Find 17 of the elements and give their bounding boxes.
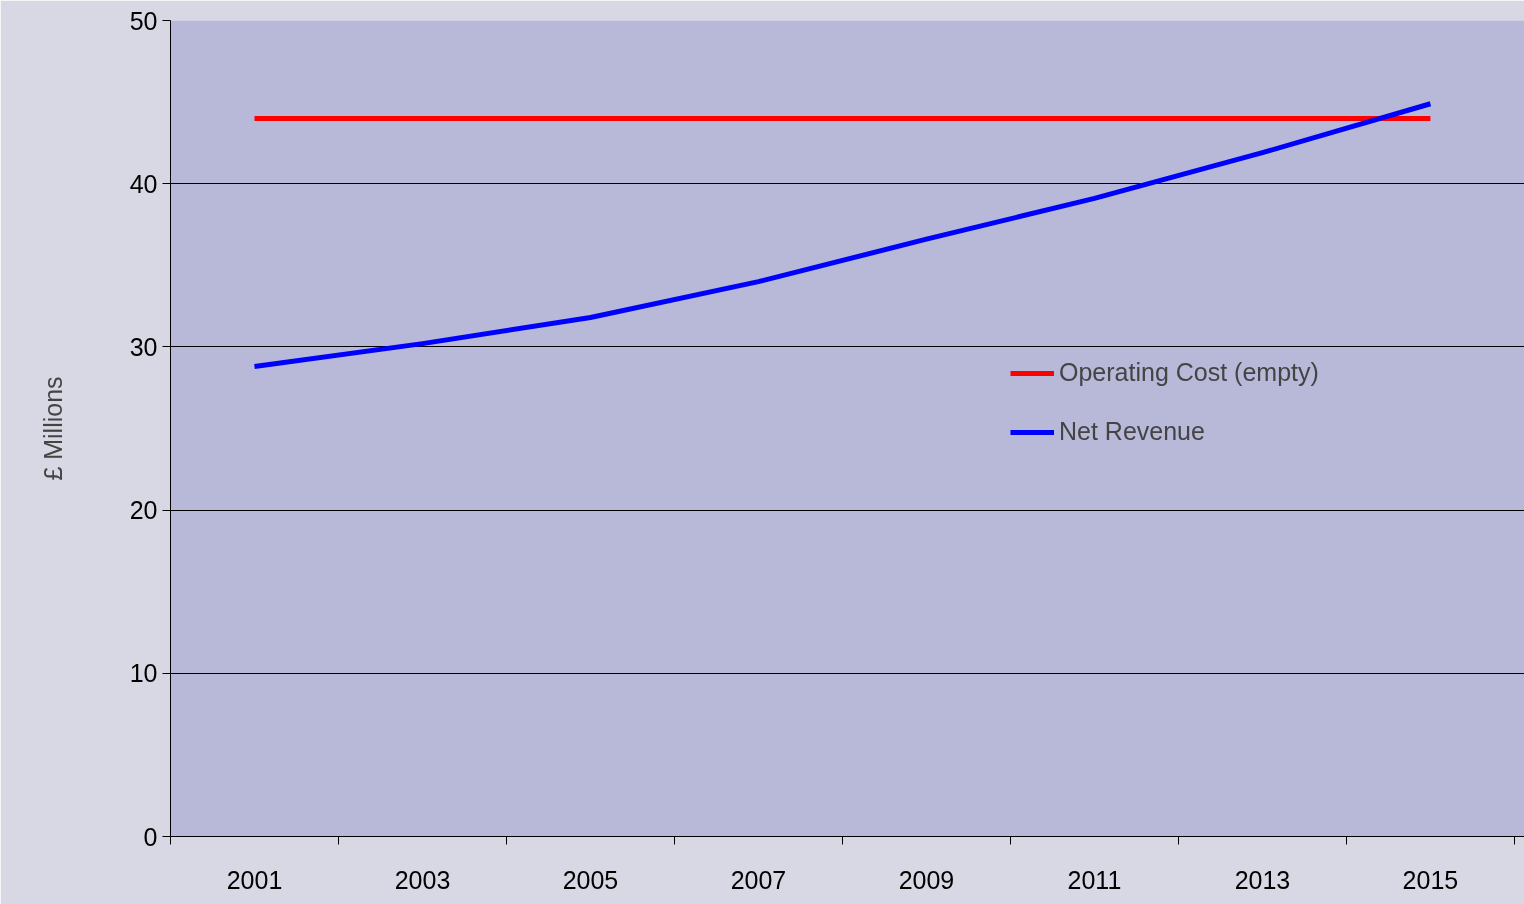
x-tick-label: 2005 (562, 865, 619, 894)
y-tick-label: 0 (143, 822, 158, 851)
x-tick-label: 2007 (730, 865, 787, 894)
x-tick-label: 2011 (1067, 865, 1122, 894)
y-tick-label: 40 (129, 169, 158, 198)
legend-label: Net Revenue (1059, 417, 1205, 446)
y-tick-label: 20 (129, 496, 158, 525)
y-axis-title: £ Millions (38, 376, 67, 481)
legend-label: Operating Cost (empty) (1059, 358, 1319, 387)
y-tick-label: 30 (129, 332, 158, 361)
x-tick-label: 2003 (394, 865, 451, 894)
x-tick-label: 2015 (1402, 865, 1459, 894)
y-tick-label: 10 (129, 659, 158, 688)
x-tick-label: 2009 (898, 865, 955, 894)
x-tick-label: 2001 (226, 865, 283, 894)
x-tick-label: 2013 (1234, 865, 1291, 894)
y-tick-label: 50 (129, 6, 158, 35)
